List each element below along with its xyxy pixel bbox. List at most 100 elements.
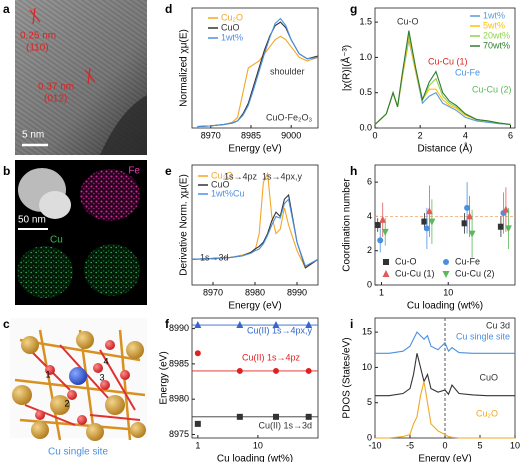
marker bbox=[382, 270, 390, 277]
scale-bar-label: 50 nm bbox=[18, 215, 46, 226]
annotation: shoulder bbox=[270, 66, 305, 76]
marker bbox=[464, 204, 471, 211]
marker bbox=[383, 259, 389, 265]
x-tick-label: 5 bbox=[477, 440, 482, 450]
series-line bbox=[374, 30, 511, 126]
panel-label: g bbox=[350, 2, 357, 16]
panel-label: c bbox=[3, 317, 10, 331]
marker bbox=[502, 205, 510, 213]
legend-label: Cu₂O bbox=[211, 170, 233, 180]
legend-label: CuO bbox=[211, 179, 230, 189]
legend-label: 1wt% bbox=[483, 10, 505, 20]
legend-label: 1wt% bbox=[221, 32, 243, 42]
series-line bbox=[191, 198, 319, 267]
y-tick-label: 10 bbox=[362, 362, 372, 372]
x-tick-label: 8980 bbox=[245, 287, 265, 297]
y-tick-label: 1.0 bbox=[359, 52, 372, 62]
marker bbox=[236, 413, 243, 420]
y-tick-label: 4 bbox=[367, 211, 372, 221]
annotation: 1s→4pz bbox=[224, 171, 258, 181]
x-tick-label: -10 bbox=[368, 440, 381, 450]
legend-label: Cu single site bbox=[456, 331, 510, 341]
marker bbox=[497, 223, 504, 230]
x-tick-label: 8990 bbox=[287, 287, 307, 297]
eds-maps bbox=[15, 160, 147, 305]
panel-label: d bbox=[165, 2, 172, 16]
y-tick-label: 2 bbox=[367, 245, 372, 255]
legend-label: Cu-O bbox=[395, 256, 417, 266]
tem-label: 0.37 nm bbox=[38, 82, 74, 93]
x-axis-label: Energy (eV) bbox=[228, 301, 281, 312]
marker bbox=[374, 222, 381, 228]
x-tick-label: 10 bbox=[443, 287, 453, 297]
legend-label: 1wt%Cu bbox=[211, 188, 245, 198]
panel-label: f bbox=[165, 317, 170, 331]
site-label: 1 bbox=[45, 369, 50, 379]
marker bbox=[423, 225, 430, 232]
annotation: 1s→4px,y bbox=[262, 171, 303, 181]
series-line bbox=[191, 171, 319, 269]
series-line bbox=[374, 37, 511, 126]
marker bbox=[194, 321, 202, 329]
legend-label: 20wt% bbox=[483, 30, 510, 40]
y-tick-label: 8985 bbox=[169, 358, 189, 368]
y-tick-label: 8975 bbox=[169, 429, 189, 439]
x-tick-label: 2 bbox=[418, 130, 423, 140]
plot-frame bbox=[374, 7, 516, 129]
x-axis-label: Energy (eV) bbox=[228, 144, 281, 155]
tem-label: (110) bbox=[26, 43, 49, 54]
x-tick-label: 0 bbox=[372, 130, 377, 140]
legend-label: CuO bbox=[479, 372, 498, 382]
panel-label: a bbox=[3, 2, 10, 16]
x-tick-label: -5 bbox=[406, 440, 414, 450]
panel-label: b bbox=[3, 164, 10, 178]
annotation: Cu-O bbox=[397, 16, 419, 26]
marker bbox=[377, 237, 384, 244]
y-axis-label: Derivative Norm. χμ(E) bbox=[179, 174, 190, 276]
marker bbox=[194, 350, 201, 357]
structure-caption: Cu single site bbox=[48, 447, 108, 458]
legend-label: Cu-Cu (1) bbox=[395, 268, 435, 278]
marker bbox=[466, 212, 474, 220]
marker bbox=[468, 230, 476, 238]
y-tick-label: 6 bbox=[367, 177, 372, 187]
y-tick-label: 15 bbox=[362, 326, 372, 336]
x-axis-label: Distance (Å) bbox=[417, 142, 472, 155]
y-tick-label: 8990 bbox=[169, 323, 189, 333]
x-axis-label: Cu loading (wt%) bbox=[217, 454, 293, 462]
marker bbox=[461, 220, 468, 227]
annotation: Cu 3d bbox=[486, 320, 510, 330]
marker bbox=[236, 367, 243, 374]
series-line bbox=[375, 353, 515, 397]
x-tick-label: 1 bbox=[195, 440, 200, 450]
structure-model bbox=[10, 318, 147, 441]
x-tick-label: 9000 bbox=[281, 130, 301, 140]
panel-label: h bbox=[350, 164, 357, 178]
marker bbox=[236, 321, 244, 329]
x-tick-label: 6 bbox=[508, 130, 513, 140]
y-tick-label: 0 bbox=[367, 279, 372, 289]
legend-label: Cu₂O bbox=[221, 12, 243, 22]
x-tick-label: 4 bbox=[463, 130, 468, 140]
panel-label: e bbox=[165, 164, 172, 178]
eds-label: Fe bbox=[128, 166, 140, 177]
annotation: Cu(II) 1s→4pz bbox=[242, 352, 301, 362]
legend-label: 70wt% bbox=[483, 40, 510, 50]
x-tick-label: 8970 bbox=[203, 287, 223, 297]
site-label: 3 bbox=[99, 372, 104, 382]
legend-label: Cu-Cu (2) bbox=[455, 268, 495, 278]
marker bbox=[379, 215, 387, 223]
x-axis-label: Cu loading (wt%) bbox=[407, 301, 483, 312]
marker bbox=[442, 271, 450, 278]
tem-label: 0.25 nm bbox=[20, 31, 56, 42]
x-tick-label: 10 bbox=[253, 440, 263, 450]
marker bbox=[504, 225, 512, 233]
x-tick-label: 0 bbox=[442, 440, 447, 450]
y-tick-label: 8980 bbox=[169, 394, 189, 404]
y-tick-label: 0.0 bbox=[359, 122, 372, 132]
annotation: CuO-Fe₂O₃ bbox=[266, 112, 312, 122]
y-tick-label: 0 bbox=[367, 432, 372, 442]
plot-frame bbox=[191, 7, 319, 129]
plot-frame bbox=[191, 317, 319, 439]
